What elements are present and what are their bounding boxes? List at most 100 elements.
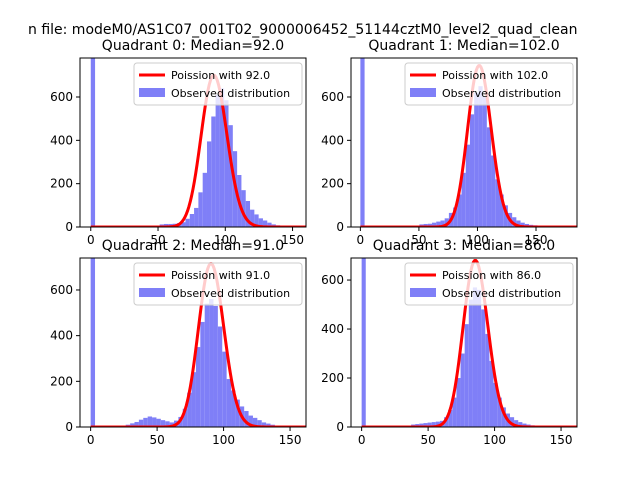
legend-fit-label: Poission with 86.0 <box>442 269 541 282</box>
y-tick-label: 0 <box>336 420 344 434</box>
histogram-bar <box>503 205 508 227</box>
legend-histogram-swatch <box>410 88 436 97</box>
y-tick-label: 400 <box>50 133 73 147</box>
legend-histogram-label: Observed distribution <box>171 87 290 100</box>
histogram-bar <box>522 423 527 427</box>
histogram-bar <box>481 309 486 427</box>
poisson-fit-line <box>360 64 577 227</box>
y-tick-label: 200 <box>50 374 73 388</box>
histogram-bar <box>435 421 440 427</box>
legend-fit-label: Poission with 91.0 <box>171 269 270 282</box>
histogram-bar <box>423 223 428 227</box>
histogram-bar <box>134 421 139 427</box>
y-tick-label: 0 <box>65 420 73 434</box>
histogram-bar <box>204 303 210 427</box>
subplot-grid: 0 50 100 150 0 200 400 600 Quadrant 0: Median=92… <box>50 38 578 447</box>
y-tick-label: 600 <box>50 283 73 297</box>
histogram-bar <box>217 326 223 427</box>
histogram-bar <box>512 217 517 227</box>
histogram-bar <box>495 179 500 227</box>
legend-box <box>404 62 574 106</box>
histogram-bar <box>468 299 473 427</box>
histogram-bar <box>436 221 441 227</box>
histogram-bar <box>486 127 492 227</box>
subplot-quadrant-3: 0 50 100 150 0 200 400 600 Quadrant 3: Median=86… <box>321 238 578 447</box>
histogram-bar <box>181 222 186 227</box>
histogram-bar <box>518 422 523 427</box>
histogram-bar <box>485 333 490 427</box>
legend: Poission with 102.0 Observed distribution <box>404 62 574 106</box>
y-tick-label: 200 <box>321 371 344 385</box>
histogram-bar <box>194 207 199 227</box>
histogram-bar <box>191 372 196 427</box>
histogram-bar <box>457 194 462 227</box>
legend-fit-label: Poission with 92.0 <box>171 69 270 82</box>
histogram-bar <box>187 392 192 427</box>
plot-area <box>90 258 306 427</box>
histogram-bar <box>209 299 214 427</box>
x-tick-label: 50 <box>149 433 164 447</box>
histogram-bar <box>138 419 144 427</box>
x-tick-label: 100 <box>483 433 506 447</box>
subplot-title: Quadrant 1: Median=102.0 <box>368 38 559 54</box>
legend: Poission with 86.0 Observed distribution <box>404 262 574 306</box>
histogram-bar <box>520 222 525 227</box>
histogram-bar <box>464 324 469 427</box>
histogram-bar <box>198 192 203 227</box>
x-tick-label: 150 <box>279 433 302 447</box>
histogram-bar <box>90 258 96 427</box>
histogram-bar <box>419 423 424 427</box>
histogram-bar <box>489 360 494 427</box>
y-tick-label: 600 <box>321 90 344 104</box>
x-tick-label: 50 <box>420 433 435 447</box>
legend-histogram-label: Observed distribution <box>442 287 561 300</box>
histogram-bar <box>262 220 268 227</box>
histogram-bar <box>258 218 263 227</box>
histogram-bar <box>241 190 246 227</box>
x-tick-label: 150 <box>550 433 573 447</box>
legend: Poission with 92.0 Observed distribution <box>133 62 303 106</box>
histogram-bar <box>130 423 135 427</box>
x-tick-label: 50 <box>150 233 165 247</box>
histogram-bar <box>195 347 201 427</box>
histogram-bar <box>226 379 232 427</box>
y-tick-label: 600 <box>50 90 73 104</box>
histogram-bar <box>360 58 365 227</box>
histogram-bar <box>257 420 262 427</box>
histogram-bar <box>147 416 153 427</box>
histogram-bar <box>250 209 255 227</box>
legend-box <box>404 262 574 306</box>
histogram-bar <box>491 155 496 227</box>
x-tick-label: 100 <box>466 233 489 247</box>
plot-area <box>360 58 577 227</box>
subplot-quadrant-0: 0 50 100 150 0 200 400 600 Quadrant 0: Median=92… <box>50 38 307 247</box>
x-tick-label: 0 <box>358 433 366 447</box>
histogram-bar <box>361 258 366 427</box>
histogram-bar <box>244 411 249 427</box>
x-tick-label: 150 <box>525 233 548 247</box>
histogram-bar <box>266 423 271 427</box>
histogram-bar <box>456 378 461 427</box>
x-tick-label: 0 <box>87 433 95 447</box>
subplot-quadrant-2: 0 50 100 150 0 200 400 600 Quadrant 2: Median=91… <box>50 238 307 447</box>
histogram-bar <box>448 409 453 427</box>
histogram-bar <box>474 92 479 227</box>
x-tick-label: 0 <box>357 233 365 247</box>
histogram-bar <box>267 222 272 227</box>
y-tick-label: 200 <box>321 177 344 191</box>
histogram-bar <box>235 399 240 427</box>
histogram-bar <box>501 407 506 427</box>
histogram-bar <box>469 114 475 227</box>
axes-frame <box>350 57 578 228</box>
legend-histogram-swatch <box>410 288 436 297</box>
axes-frame <box>79 257 307 428</box>
histogram-bar <box>460 353 465 427</box>
y-tick-label: 400 <box>50 329 73 343</box>
histogram-bar <box>189 214 195 227</box>
y-tick-label: 400 <box>321 133 344 147</box>
histogram-bar <box>213 305 218 427</box>
figure-suptitle: n file: modeM0/AS1C07_001T02_9000006452_… <box>28 22 577 38</box>
histogram-bar <box>185 218 190 227</box>
y-tick-label: 200 <box>50 177 73 191</box>
